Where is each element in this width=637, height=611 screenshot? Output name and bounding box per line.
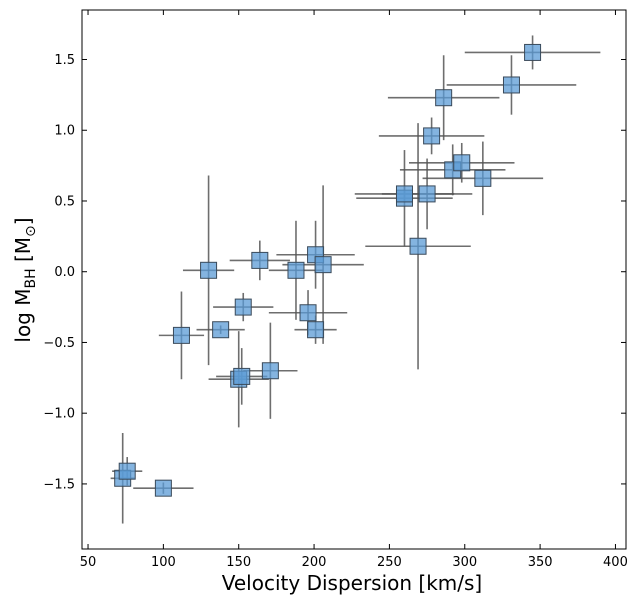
data-point-marker — [453, 154, 471, 172]
y-tick-label: 1.5 — [54, 53, 75, 68]
data-point-marker — [287, 261, 305, 279]
y-axis-label: log MBH [M⊙] — [11, 217, 39, 342]
data-point-marker — [502, 76, 520, 94]
x-tick-label: 250 — [377, 555, 402, 570]
y-axis-ticks: −1.5 −1.0 −0.5 0.0 0.5 1.0 1.5 — [43, 53, 626, 492]
x-tick-label: 150 — [226, 555, 251, 570]
y-axis-label-subscript: BH — [23, 268, 39, 288]
y-axis-label-unit-open: [M — [11, 237, 35, 268]
x-tick-label: 200 — [302, 555, 327, 570]
data-point-marker — [212, 321, 230, 339]
y-axis-label-unit-close: ] — [11, 217, 35, 225]
y-tick-label: 0.0 — [54, 265, 75, 280]
plot-frame — [81, 9, 627, 550]
data-point-marker — [418, 185, 436, 203]
x-axis-label: Velocity Dispersion [km/s] — [222, 571, 483, 595]
data-point-marker — [234, 298, 252, 316]
x-tick-label: 300 — [452, 555, 477, 570]
x-tick-label: 350 — [528, 555, 553, 570]
data-point-marker — [172, 326, 190, 344]
data-point-marker — [154, 479, 172, 497]
data-point-marker — [233, 367, 251, 385]
data-point-marker — [251, 251, 269, 269]
data-point-marker — [409, 237, 427, 255]
data-point-marker — [118, 462, 136, 480]
y-tick-label: −0.5 — [43, 336, 75, 351]
y-axis-label-unit-symbol: ⊙ — [23, 225, 39, 237]
y-tick-label: 0.5 — [54, 194, 75, 209]
y-tick-label: −1.0 — [43, 407, 75, 422]
data-point-marker — [524, 43, 542, 61]
data-point-marker — [200, 261, 218, 279]
data-point-marker — [261, 362, 279, 380]
x-tick-label: 400 — [603, 555, 628, 570]
data-point-marker — [474, 169, 492, 187]
data-point-marker — [314, 256, 332, 274]
y-tick-label: −1.5 — [43, 477, 75, 492]
x-tick-label: 50 — [80, 555, 97, 570]
data-point-marker — [307, 321, 325, 339]
x-axis-ticks: 50 100 150 200 250 300 350 400 — [80, 10, 628, 570]
y-tick-label: 1.0 — [54, 124, 75, 139]
y-axis-label-base: log M — [11, 289, 35, 343]
data-point-marker — [423, 127, 441, 145]
data-point-marker — [299, 304, 317, 322]
x-tick-label: 100 — [151, 555, 176, 570]
data-point-marker — [395, 185, 413, 203]
marker-layer — [114, 43, 542, 497]
data-point-marker — [435, 89, 453, 107]
